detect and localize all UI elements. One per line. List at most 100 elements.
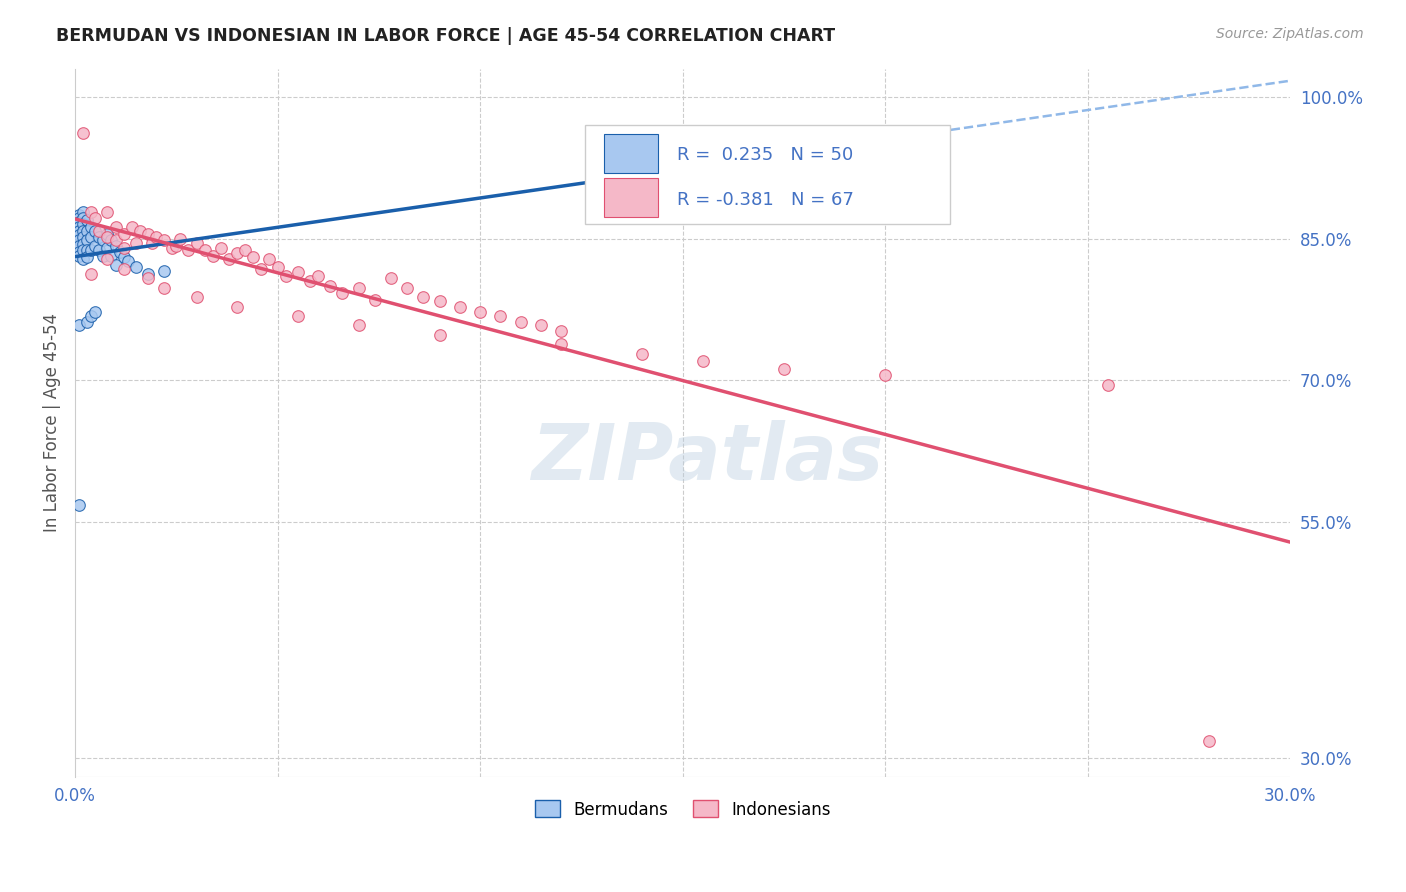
Point xyxy=(84,224,107,238)
Point xyxy=(226,245,249,260)
Point xyxy=(429,293,451,308)
Point xyxy=(104,234,127,248)
Point xyxy=(104,220,127,235)
Point xyxy=(121,220,143,235)
Point xyxy=(201,248,224,262)
Point xyxy=(1097,378,1119,392)
Point xyxy=(145,229,167,244)
Point xyxy=(80,220,103,235)
Point xyxy=(67,248,90,262)
Point xyxy=(80,205,103,219)
Point xyxy=(136,227,159,241)
Point xyxy=(76,315,98,329)
Point xyxy=(89,243,111,257)
Point xyxy=(84,239,107,253)
Point xyxy=(96,227,118,241)
Point xyxy=(489,309,512,323)
Text: R = -0.381   N = 67: R = -0.381 N = 67 xyxy=(676,191,853,209)
Point xyxy=(209,241,232,255)
Point xyxy=(242,251,264,265)
Point xyxy=(380,271,402,285)
Point xyxy=(319,278,342,293)
Point xyxy=(80,229,103,244)
Point xyxy=(72,205,94,219)
FancyBboxPatch shape xyxy=(603,178,658,218)
Point xyxy=(67,208,90,222)
Text: R =  0.235   N = 50: R = 0.235 N = 50 xyxy=(676,146,853,164)
Point xyxy=(76,212,98,227)
Point xyxy=(226,300,249,314)
Point xyxy=(550,324,572,338)
Point xyxy=(468,305,491,319)
Point xyxy=(96,205,118,219)
Point xyxy=(165,239,187,253)
Point xyxy=(72,252,94,267)
Point xyxy=(96,229,118,244)
Point xyxy=(186,236,208,251)
FancyBboxPatch shape xyxy=(603,134,658,173)
Point xyxy=(125,260,148,274)
Point xyxy=(112,241,135,255)
Point xyxy=(72,229,94,244)
Point xyxy=(67,318,90,333)
Point xyxy=(550,337,572,351)
Text: BERMUDAN VS INDONESIAN IN LABOR FORCE | AGE 45-54 CORRELATION CHART: BERMUDAN VS INDONESIAN IN LABOR FORCE | … xyxy=(56,27,835,45)
Point xyxy=(875,368,897,383)
Point xyxy=(128,224,150,238)
Legend: Bermudans, Indonesians: Bermudans, Indonesians xyxy=(527,794,837,825)
Point xyxy=(67,214,90,228)
Point xyxy=(651,156,673,170)
Point xyxy=(76,251,98,265)
Point xyxy=(112,261,135,276)
Point xyxy=(96,252,118,267)
Point xyxy=(67,498,90,512)
Text: Source: ZipAtlas.com: Source: ZipAtlas.com xyxy=(1216,27,1364,41)
Point xyxy=(692,354,714,368)
Point xyxy=(259,252,281,267)
Point xyxy=(89,224,111,238)
Point xyxy=(287,309,309,323)
Point xyxy=(96,241,118,255)
Point xyxy=(67,239,90,253)
Text: ZIPatlas: ZIPatlas xyxy=(530,420,883,496)
Point xyxy=(76,234,98,248)
Point xyxy=(266,260,288,274)
Point xyxy=(330,286,353,301)
Point xyxy=(773,362,796,376)
Point xyxy=(72,126,94,140)
Point xyxy=(67,234,90,248)
Point xyxy=(104,239,127,253)
Point xyxy=(364,293,387,307)
Point xyxy=(67,227,90,242)
Point xyxy=(136,271,159,285)
Point xyxy=(136,268,159,282)
Point xyxy=(347,318,370,333)
Point xyxy=(186,290,208,304)
Point xyxy=(429,327,451,342)
Point xyxy=(67,220,90,235)
Point xyxy=(194,243,217,257)
Point xyxy=(218,252,240,267)
Point xyxy=(67,211,90,225)
Point xyxy=(100,248,122,262)
Point xyxy=(112,227,135,241)
Point xyxy=(67,244,90,259)
Point xyxy=(153,263,176,277)
Point xyxy=(108,244,131,259)
Point xyxy=(125,236,148,251)
Point xyxy=(72,218,94,232)
Point xyxy=(141,236,163,251)
Point xyxy=(287,264,309,278)
Point xyxy=(72,237,94,252)
Point xyxy=(347,280,370,294)
Point xyxy=(76,243,98,257)
Point xyxy=(1198,734,1220,748)
Point xyxy=(80,309,103,323)
Point xyxy=(250,261,273,276)
Point xyxy=(93,234,115,248)
Point xyxy=(72,224,94,238)
Point xyxy=(80,243,103,257)
Point xyxy=(509,315,531,329)
Y-axis label: In Labor Force | Age 45-54: In Labor Force | Age 45-54 xyxy=(44,313,60,533)
Point xyxy=(112,251,135,265)
